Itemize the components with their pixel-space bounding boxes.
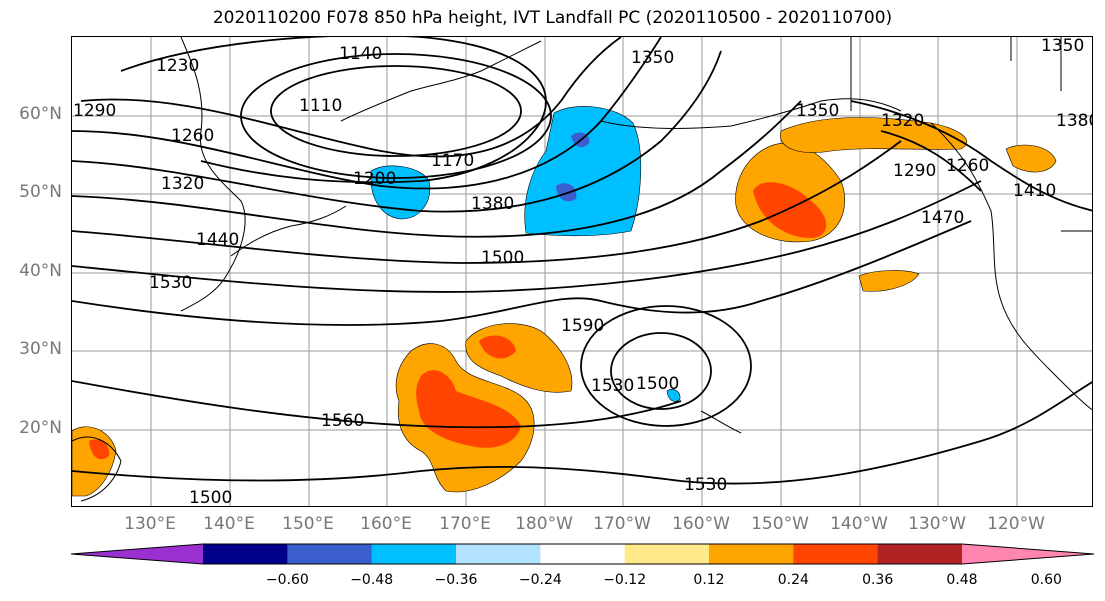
colorbar-tick-label: 0.24 — [777, 572, 809, 588]
colorbar-segment — [877, 544, 963, 564]
contour-label: 1290 — [893, 161, 936, 181]
contour-label: 1260 — [946, 156, 989, 176]
lat-label: 20°N — [19, 418, 62, 438]
colorbar-tick-label: −0.24 — [518, 572, 562, 588]
positive-anomaly-bc — [1005, 144, 1057, 173]
colorbar-segment — [624, 544, 710, 564]
map-canvas: 1230 1140 1110 1290 1260 1320 1170 1200 … — [72, 37, 1093, 507]
colorbar-segment — [371, 544, 457, 564]
contour-label: 1530 — [684, 475, 727, 495]
lon-label: 120°W — [987, 514, 1045, 534]
colorbar-tick-label: 0.60 — [1030, 572, 1062, 588]
lon-label: 130°E — [124, 514, 176, 534]
positive-anomaly-small-east — [858, 270, 920, 292]
colorbar-segment — [287, 544, 373, 564]
map-panel: 1230 1140 1110 1290 1260 1320 1170 1200 … — [71, 36, 1093, 507]
contour-label: 1320 — [161, 174, 204, 194]
colorbar-segments — [71, 544, 1094, 564]
contour-label: 1500 — [481, 248, 524, 268]
contour-label: 1140 — [339, 44, 382, 64]
colorbar-tick-label: −0.12 — [603, 572, 647, 588]
coastlines — [72, 37, 1092, 502]
contour-label: 1200 — [353, 169, 396, 189]
contour-label: 1440 — [196, 230, 239, 250]
colorbar-extend-high — [962, 544, 1094, 564]
lon-label: 140°W — [830, 514, 888, 534]
colorbar-segment — [793, 544, 879, 564]
contour-label: 1350 — [631, 48, 674, 68]
negative-anomaly-dateline — [524, 106, 642, 237]
contour-label: 1470 — [921, 208, 964, 228]
map-title: 2020110200 F078 850 hPa height, IVT Land… — [212, 8, 893, 28]
contour-label: 1380 — [471, 194, 514, 214]
lon-label: 140°E — [203, 514, 255, 534]
colorbar-extend-low — [71, 544, 203, 564]
lat-label: 30°N — [19, 339, 62, 359]
colorbar-tick-label: −0.48 — [350, 572, 394, 588]
contour-label: 1530 — [149, 273, 192, 293]
contour-label: 1110 — [299, 96, 342, 116]
colorbar-tick-label: −0.36 — [434, 572, 478, 588]
contour-label: 1320 — [881, 111, 924, 131]
lat-label: 40°N — [19, 261, 62, 281]
colorbar-tick-label: 0.12 — [693, 572, 725, 588]
contour-label: 1170 — [431, 151, 474, 171]
contour-label: 1260 — [171, 126, 214, 146]
ivt-shading — [72, 106, 1057, 497]
colorbar-outline — [71, 543, 1095, 565]
colorbar-segment — [203, 544, 288, 564]
lon-label: 150°E — [282, 514, 334, 534]
lon-label: 160°E — [360, 514, 412, 534]
negative-anomaly-kamchatka — [370, 165, 431, 220]
colorbar-tick-label: −0.60 — [265, 572, 309, 588]
contour-label: 1530 — [591, 376, 634, 396]
colorbar — [71, 543, 1095, 565]
positive-anomaly-sw-core — [89, 439, 110, 460]
colorbar-tick-label: 0.36 — [862, 572, 894, 588]
colorbar-tick-label: 0.48 — [946, 572, 978, 588]
contour-label: 1590 — [561, 316, 604, 336]
lon-label: 170°E — [439, 514, 491, 534]
contour-label: 1500 — [636, 374, 679, 394]
positive-anomaly-central-core — [416, 370, 521, 448]
positive-anomaly-north-core — [479, 335, 516, 359]
contour-label: 1410 — [1013, 181, 1056, 201]
lon-label: 160°W — [672, 514, 730, 534]
contour-label: 1500 — [189, 488, 232, 507]
lon-label: 130°W — [908, 514, 966, 534]
positive-anomaly-gulf-core — [753, 182, 827, 239]
contour-label: 1350 — [796, 101, 839, 121]
contour-label: 1350 — [1041, 37, 1084, 56]
negative-anomaly-small — [666, 389, 681, 402]
contour-label: 1230 — [156, 56, 199, 76]
positive-anomaly-alaska-coast — [780, 117, 968, 153]
lon-label: 180°W — [515, 514, 573, 534]
colorbar-segment — [709, 544, 794, 564]
positive-anomaly-sw — [72, 426, 117, 497]
negative-anomaly-core-b — [556, 183, 577, 202]
contour-label: 1290 — [73, 101, 116, 121]
height-contours — [72, 37, 1092, 485]
contour-labels: 1230 1140 1110 1290 1260 1320 1170 1200 … — [73, 37, 1093, 507]
lon-label: 150°W — [751, 514, 809, 534]
lat-label: 50°N — [19, 182, 62, 202]
lat-label: 60°N — [19, 104, 62, 124]
contour-label: 1380 — [1056, 111, 1093, 131]
colorbar-segment — [540, 544, 626, 564]
colorbar-segment — [456, 544, 541, 564]
lon-label: 170°W — [593, 514, 651, 534]
contour-label: 1560 — [321, 411, 364, 431]
